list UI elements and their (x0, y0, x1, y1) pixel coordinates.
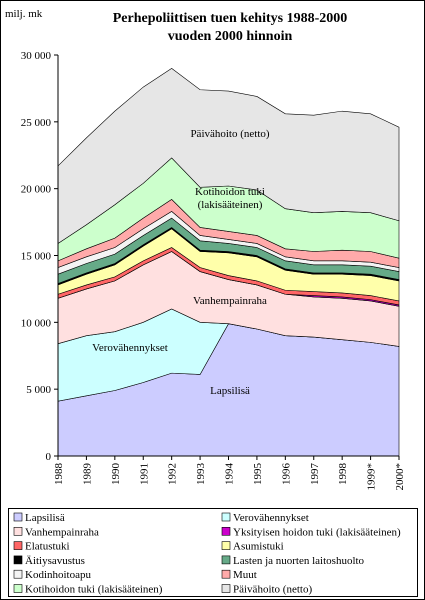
area (57, 67, 400, 245)
legend-label: Muut (233, 569, 257, 581)
legend-swatch (13, 541, 23, 550)
legend-box (8, 508, 418, 597)
legend-swatch (221, 569, 231, 579)
legend-swatch (13, 555, 23, 565)
y-tick-label: 15 000 (21, 251, 52, 263)
legend-label: Verovähennykset (233, 512, 309, 524)
x-tick-label: 1998 (337, 463, 349, 486)
legend-label: Päivähoito (netto) (233, 584, 312, 596)
y-axis-label: milj. mk (5, 8, 43, 20)
x-tick-label: 1991 (138, 463, 150, 485)
legend-label: Yksityisen hoidon tuki (lakisääteinen) (233, 526, 401, 538)
x-tick-label: 1990 (110, 463, 122, 486)
x-tick-label: 1996 (280, 463, 292, 486)
x-tick-label: 1995 (252, 463, 264, 486)
x-tick-label: 1992 (167, 463, 179, 485)
x-tick-label: 2000* (394, 463, 406, 491)
x-tick-label: 1999* (366, 463, 378, 491)
legend-label: Vanhempainraha (25, 526, 99, 538)
legend-swatch (221, 512, 231, 522)
legend-label: Kotihoidon tuki (lakisääteinen) (25, 584, 163, 596)
legend-swatch (13, 512, 23, 522)
legend-swatch (221, 526, 231, 536)
legend-label: Elatustuki (25, 541, 70, 553)
x-tick-label: 1988 (53, 463, 65, 486)
legend-label: Lasten ja nuorten laitoshuolto (233, 555, 365, 567)
y-tick-label: 30 000 (21, 50, 52, 62)
legend-swatch (221, 555, 231, 565)
legend-swatch (221, 584, 231, 593)
y-tick-label: 20 000 (21, 184, 52, 196)
annotation: Vanhempainraha (193, 295, 267, 307)
x-tick-label: 1989 (81, 463, 93, 486)
annotation: Verovähennykset (92, 342, 168, 354)
annotation: Lapsilisä (210, 385, 250, 397)
annotation: Päivähoito (netto) (190, 128, 269, 140)
legend-swatch (13, 569, 23, 579)
legend-swatch (221, 541, 231, 550)
y-tick-label: 0 (46, 451, 52, 463)
chart-subtitle: vuoden 2000 hinnoin (168, 29, 293, 44)
annotation: (lakisääteinen) (198, 199, 263, 211)
x-tick-label: 1994 (224, 463, 236, 486)
legend-label: Lapsilisä (25, 512, 65, 524)
annotation: Kotihoidon tuki (195, 186, 265, 198)
chart-title: Perhepoliittisen tuen kehitys 1988-2000 (113, 11, 348, 26)
x-tick-label: 1993 (195, 463, 207, 486)
legend-label: Asumistuki (233, 541, 284, 553)
x-tick-label: 1997 (309, 463, 321, 486)
y-tick-label: 25 000 (21, 117, 52, 129)
y-tick-label: 5 000 (26, 384, 51, 396)
y-tick-label: 10 000 (21, 317, 52, 329)
legend-label: Äitiysavustus (25, 555, 85, 567)
legend-label: Kodinhoitoapu (25, 569, 91, 581)
legend-swatch (13, 584, 23, 593)
legend-swatch (13, 526, 23, 536)
